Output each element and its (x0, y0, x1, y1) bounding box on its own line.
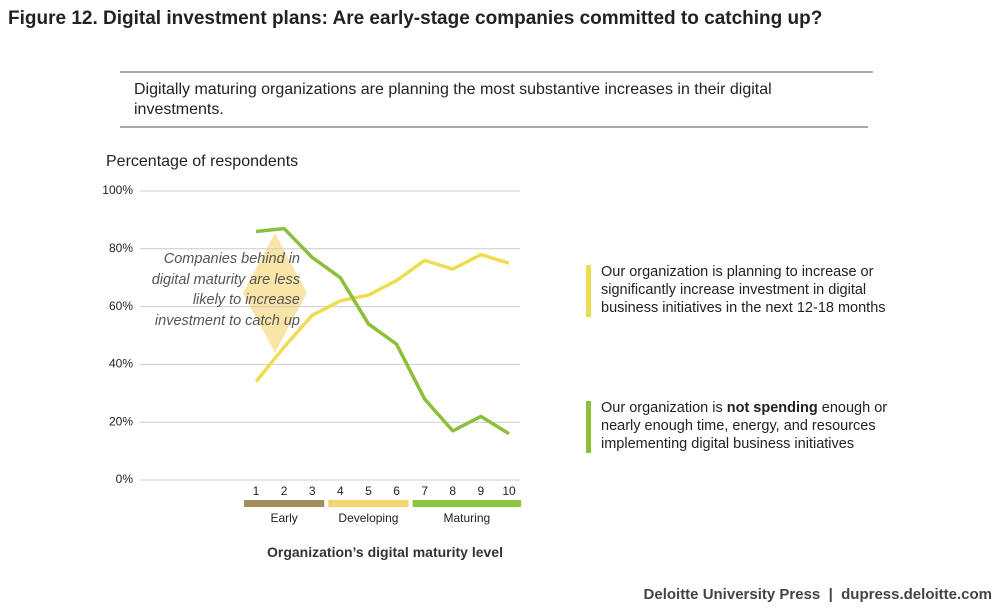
group-label: Maturing (443, 511, 490, 525)
annotation-diamond (243, 233, 307, 353)
x-tick-label: 2 (281, 484, 288, 498)
y-axis-label: Percentage of respondents (106, 153, 299, 170)
legend-label: Our organization is not spending enough … (601, 400, 888, 452)
series-line (254, 252, 510, 383)
x-tick-label: 10 (502, 484, 516, 498)
series-line (255, 226, 510, 436)
group-bar (243, 500, 325, 507)
x-tick-label: 6 (393, 484, 400, 498)
x-tick-label: 7 (421, 484, 428, 498)
y-tick-label: 100% (102, 183, 133, 197)
x-tick-label: 3 (309, 484, 316, 498)
group-bar (412, 500, 522, 507)
x-tick-label: 9 (478, 484, 485, 498)
source: Deloitte University Press | dupress.delo… (643, 586, 992, 603)
x-tick-label: 8 (449, 484, 456, 498)
x-tick-label: 1 (253, 484, 260, 498)
legend-swatch (586, 401, 591, 453)
legend-swatch (586, 265, 591, 317)
y-tick-label: 0% (116, 472, 134, 486)
legend-emphasis: not spending (726, 400, 818, 416)
x-tick-label: 4 (337, 484, 344, 498)
x-axis-label: Organization’s digital maturity level (267, 544, 503, 560)
y-tick-label: 80% (109, 241, 133, 255)
legend-label: Our organization is planning to increase… (601, 264, 886, 316)
y-tick-label: 40% (109, 357, 133, 371)
annotation: Companies behind in digital maturity are… (151, 251, 300, 329)
group-bar (328, 500, 409, 507)
chart-subtitle: Digitally maturing organizations are pla… (134, 81, 772, 118)
chart-title: Figure 12. Digital investment plans: Are… (8, 8, 823, 29)
y-tick-label: 60% (109, 299, 133, 313)
y-tick-label: 20% (109, 414, 133, 428)
group-label: Early (270, 511, 297, 525)
x-tick-label: 5 (365, 484, 372, 498)
group-label: Developing (338, 511, 398, 525)
